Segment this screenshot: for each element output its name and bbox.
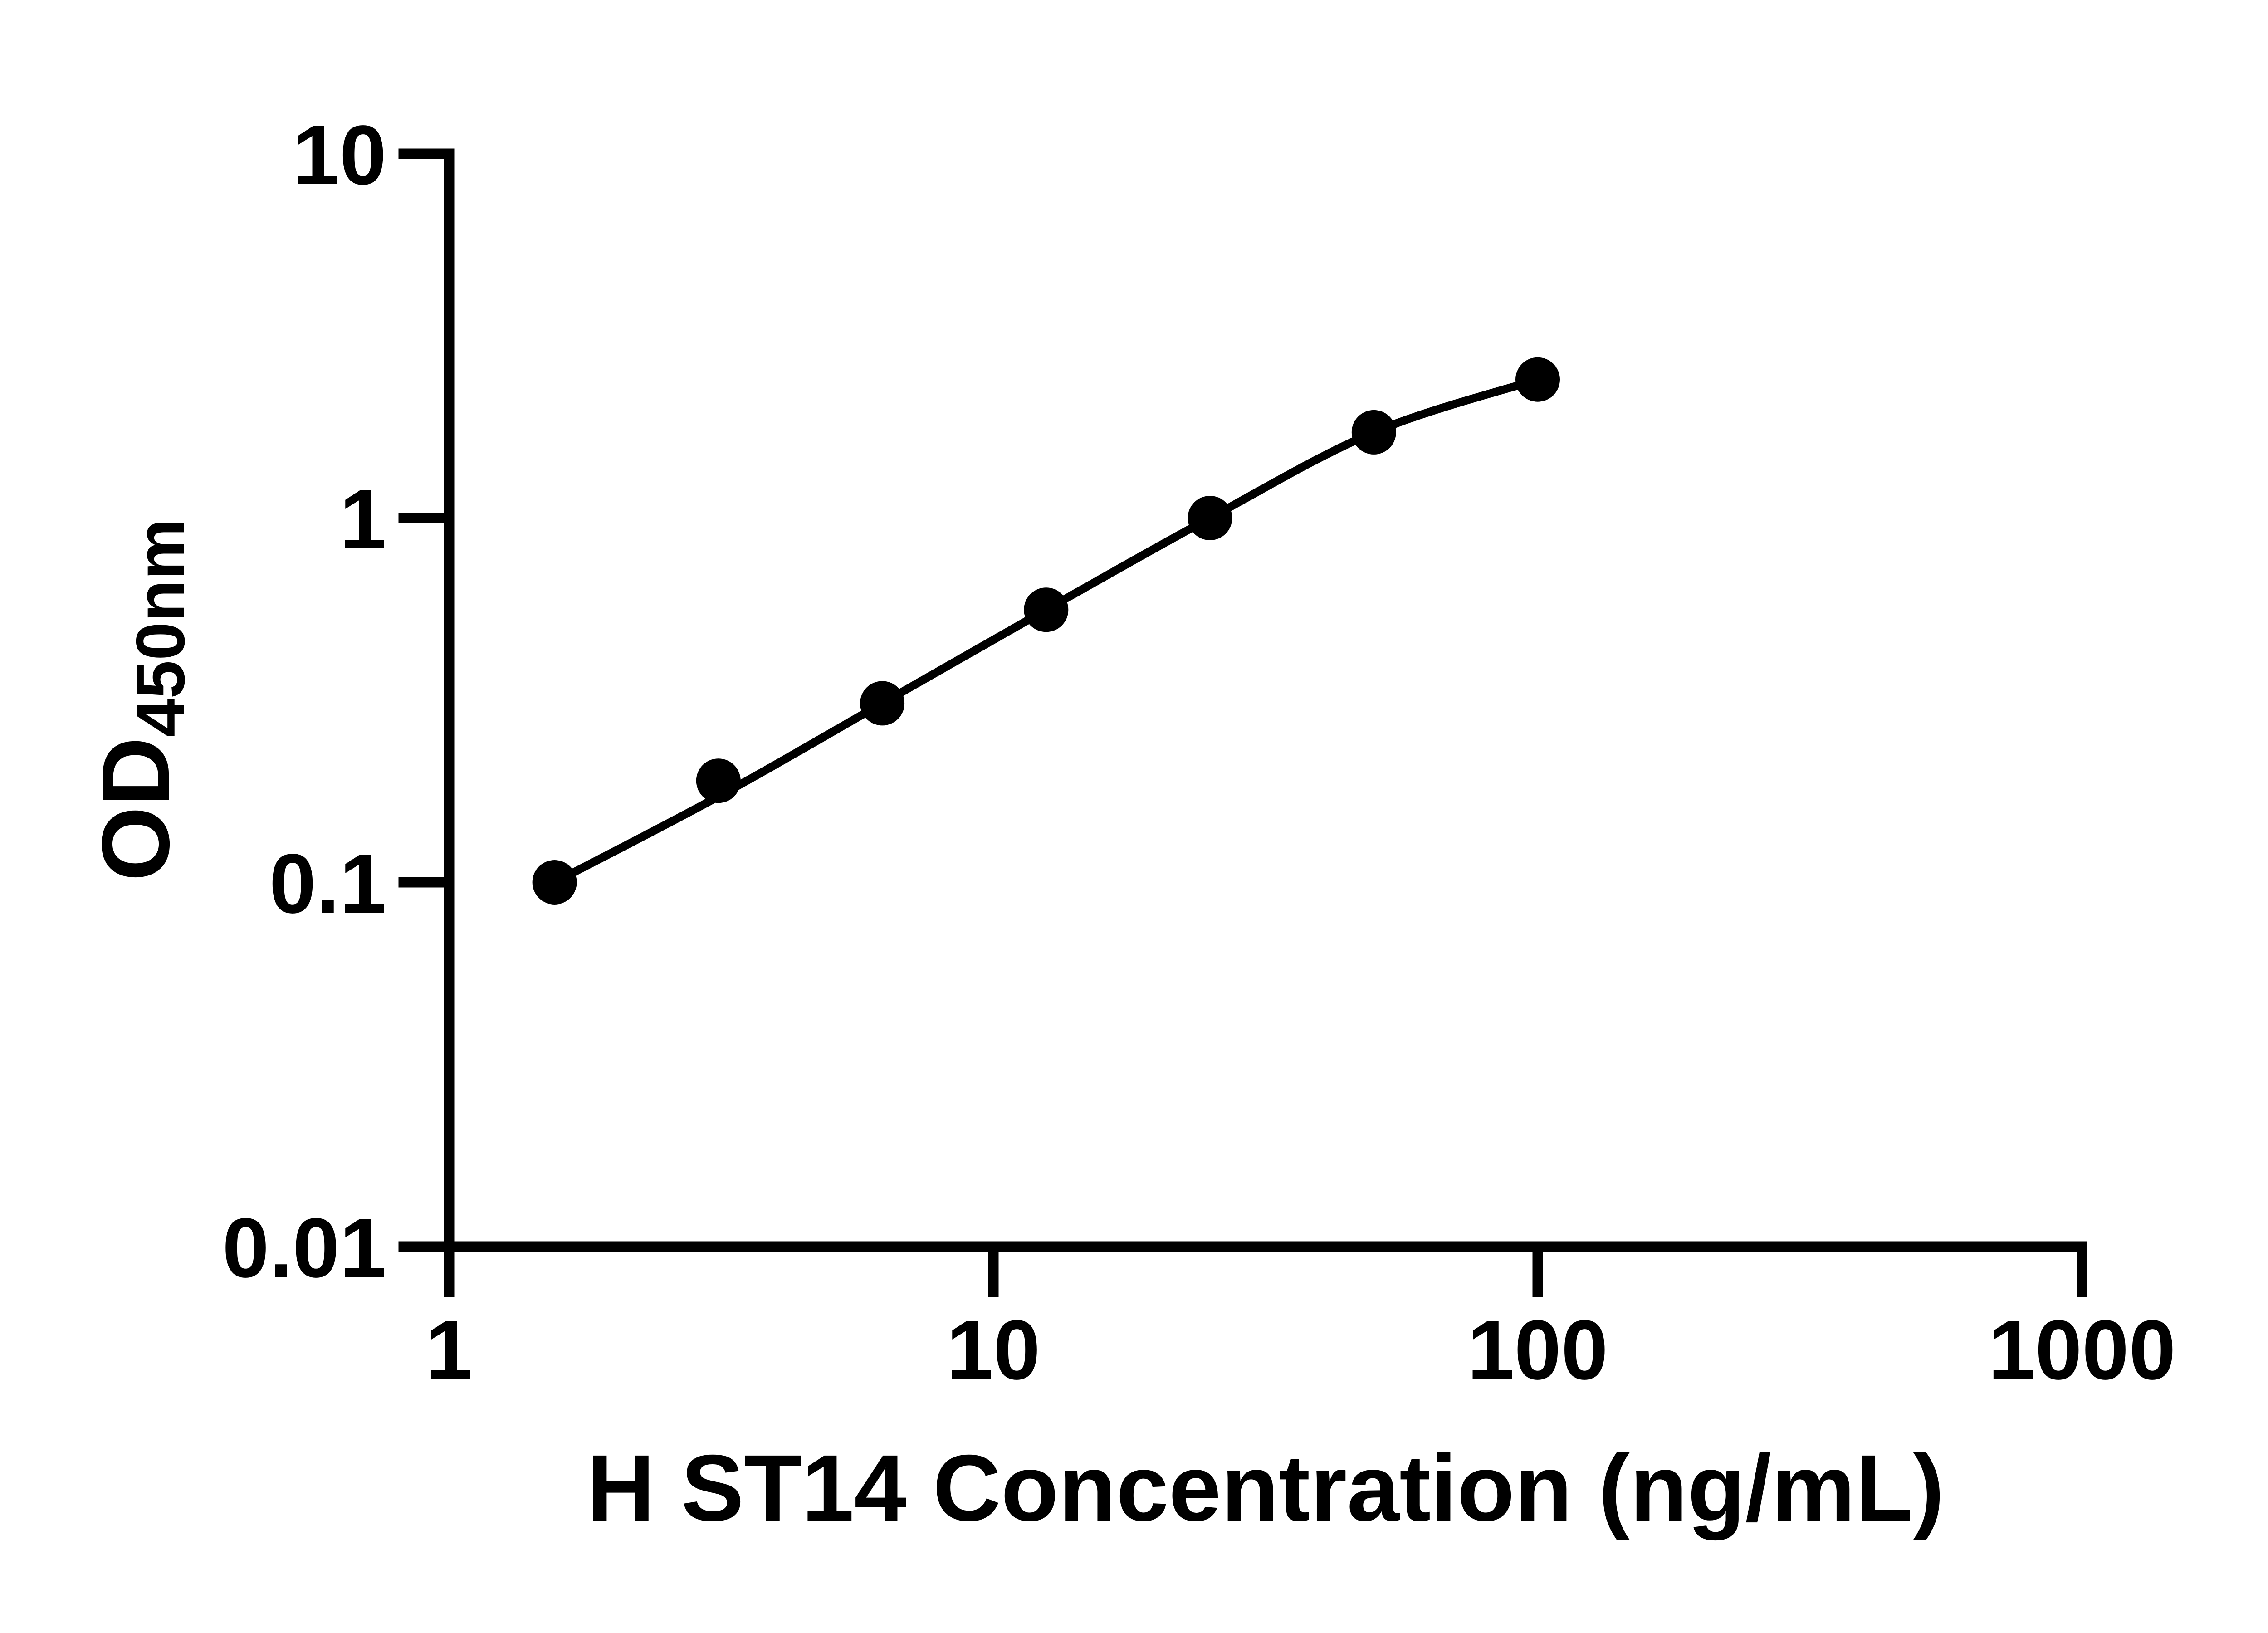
x-axis-title: H ST14 Concentration (ng/mL) xyxy=(587,1436,1945,1541)
data-point-1.5625ng-ml xyxy=(532,860,577,905)
tick-labels-group: 1 10 100 1000 10 1 0.1 0.01 xyxy=(222,108,2176,1397)
y-tick-label-1: 1 xyxy=(340,473,386,567)
x-tick-label-100: 100 xyxy=(1467,1303,1608,1397)
y-tick-label-0.1: 0.1 xyxy=(269,837,386,931)
x-tick-label-1: 1 xyxy=(425,1303,472,1397)
y-tick-label-0.01: 0.01 xyxy=(222,1201,386,1295)
x-tick-label-10: 10 xyxy=(947,1303,1041,1397)
tick-marks-group xyxy=(398,148,2087,1297)
x-tick-label-1000: 1000 xyxy=(1988,1303,2176,1397)
data-point-6.25ng-ml xyxy=(860,681,905,726)
data-point-50ng-ml xyxy=(1351,410,1396,455)
y-axis-title-subscript: 450nm xyxy=(122,518,199,737)
data-point-100ng-ml xyxy=(1515,357,1560,402)
data-points-group xyxy=(532,357,1560,905)
axes-group xyxy=(444,148,2087,1252)
data-point-12.5ng-ml xyxy=(1024,587,1069,632)
y-axis-title: OD450nm xyxy=(82,518,199,881)
y-axis-title-main: OD xyxy=(82,737,189,881)
y-tick-label-10: 10 xyxy=(293,108,386,202)
data-point-3.125ng-ml xyxy=(696,758,741,803)
data-point-25ng-ml xyxy=(1188,496,1232,540)
